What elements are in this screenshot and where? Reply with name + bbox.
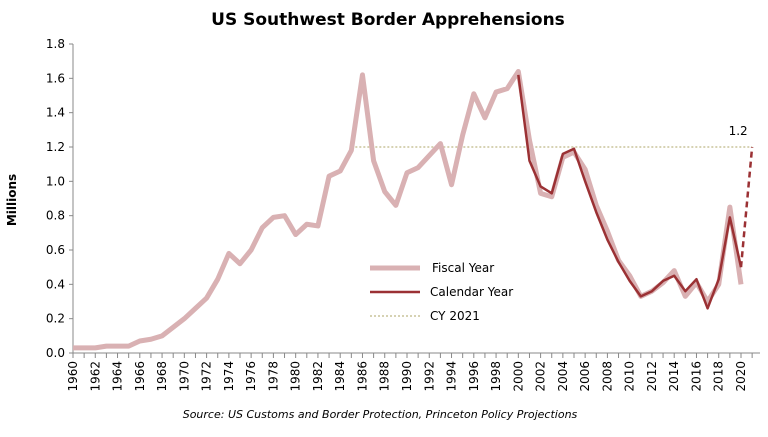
x-tick-label: 2002: [534, 361, 548, 392]
y-tick-label: 1.0: [46, 174, 65, 188]
x-tick-label: 2000: [511, 361, 525, 392]
y-tick-label: 0.0: [46, 346, 65, 360]
chart-title: US Southwest Border Apprehensions: [211, 10, 565, 30]
x-tick-label: 2004: [556, 361, 570, 392]
x-tick-label: 1962: [88, 361, 102, 392]
y-tick-label: 0.6: [46, 243, 65, 257]
x-tick-label: 1972: [200, 361, 214, 392]
y-tick-label: 1.4: [46, 106, 65, 120]
legend: Fiscal Year Calendar Year CY 2021: [370, 261, 513, 323]
x-tick-label: 1990: [400, 361, 414, 392]
x-tick-label: 1986: [355, 361, 369, 392]
series-calendar-year: [517, 74, 743, 310]
y-tick-label: 1.8: [46, 37, 65, 51]
x-tick-label: 2014: [667, 361, 681, 392]
x-tick-label: 1966: [133, 361, 147, 392]
legend-label-calendar: Calendar Year: [430, 285, 513, 299]
x-tick-label: 2008: [600, 361, 614, 392]
y-tick-label: 0.2: [46, 312, 65, 326]
x-tick-label: 1980: [289, 361, 303, 392]
x-tick-label: 1996: [467, 361, 481, 392]
x-tick-label: 2018: [712, 361, 726, 392]
series-calendar-year-projection: [739, 146, 754, 268]
x-tick-label: 1992: [422, 361, 436, 392]
source-note: Source: US Customs and Border Protection…: [183, 408, 578, 421]
x-tick-label: 2012: [645, 361, 659, 392]
x-tick-label: 2006: [578, 361, 592, 392]
x-tick-label: 1964: [111, 361, 125, 392]
x-tick-label: 1998: [489, 361, 503, 392]
legend-label-cy2021: CY 2021: [430, 309, 480, 323]
y-tick-label: 1.6: [46, 71, 65, 85]
x-tick-label: 2016: [689, 361, 703, 392]
annotation-1-2: 1.2: [729, 124, 748, 138]
x-tick-label: 1978: [266, 361, 280, 392]
x-tick-label: 1984: [333, 361, 347, 392]
legend-label-fiscal: Fiscal Year: [432, 261, 494, 275]
x-tick-label: 1968: [155, 361, 169, 392]
x-tick-label: 1988: [378, 361, 392, 392]
x-tick-label: 1970: [177, 361, 191, 392]
x-tick-label: 2020: [734, 361, 748, 392]
x-tick-label: 1976: [244, 361, 258, 392]
y-tick-label: 1.2: [46, 140, 65, 154]
x-tick-label: 1960: [66, 361, 80, 392]
y-axis-label: Millions: [5, 174, 19, 226]
x-tick-label: 1994: [445, 361, 459, 392]
y-tick-label: 0.4: [46, 277, 65, 291]
y-tick-label: 0.8: [46, 209, 65, 223]
x-tick-label: 1974: [222, 361, 236, 392]
series-fiscal-year: [73, 68, 744, 351]
x-tick-label: 2010: [623, 361, 637, 392]
x-tick-label: 1982: [311, 361, 325, 392]
